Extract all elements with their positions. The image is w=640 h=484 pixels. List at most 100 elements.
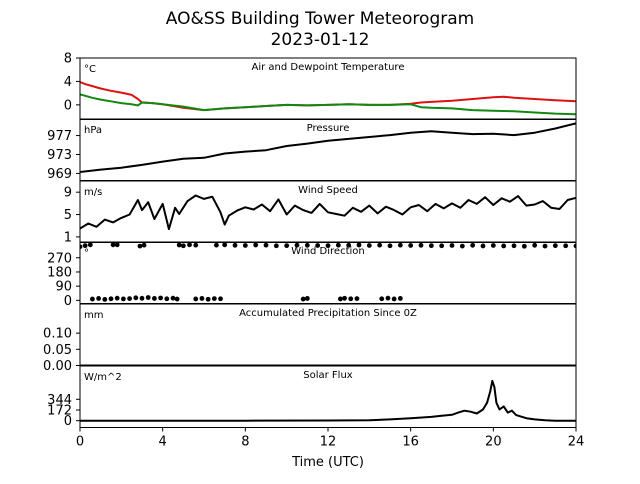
wind_speed-ytick-label: 5 [64,208,72,223]
wind_dir-point [164,296,170,302]
wind_dir-point [174,296,180,302]
wind_dir-unit-label: ° [84,248,89,259]
wind_dir-point [366,243,372,248]
wind_dir-point [152,296,157,301]
wind_dir-point [273,243,279,249]
wind_dir-point [102,297,108,302]
wind_dir-point [199,296,205,301]
wind_dir-point [82,243,88,249]
wind_dir-point [114,242,120,248]
wind_dir-point [263,242,269,248]
wind_dir-ytick-label: 180 [47,265,72,280]
wind_dir-point [354,296,360,302]
wind_dir-point [176,242,182,248]
wind_speed-panel-title: Wind Speed [298,185,358,196]
solar-ytick-label: 0 [64,414,72,429]
wind_dir-point [563,243,569,249]
wind_dir-point [284,243,290,249]
temp-series-line [80,93,576,116]
wind_dir-point [552,243,558,249]
wind_dir-point [127,296,132,302]
wind_dir-ytick-label: 0 [64,294,72,309]
wind_dir-point [90,296,95,302]
x-axis-label: Time (UTC) [291,455,364,470]
wind_dir-point [133,295,139,301]
wind_dir-point [114,295,120,301]
x-axis: 0 4 8 12 16 20 24 [76,427,585,450]
wind_dir-point [490,243,496,248]
wind_dir-point [294,242,300,248]
precip-panel-title: Accumulated Precipitation Since 0Z [239,308,417,319]
chart-title: AO&SS Building Tower Meteorogram [166,9,474,29]
wind_dir-point [211,296,217,302]
wind_dir-point [121,296,126,302]
precip-unit-label: mm [84,310,103,321]
pressure-ytick-label: 969 [47,167,72,182]
chart-subtitle: 2023-01-12 [271,30,370,50]
wind_dir-point [187,242,192,248]
wind_dir-point [170,295,176,301]
wind_dir-point [304,242,310,248]
pressure-series-group [80,122,576,173]
wind_dir-point [205,296,211,302]
wind_dir-point [141,242,147,248]
temp-ytick-label: 4 [64,75,72,90]
wind_dir-point [521,243,527,249]
wind_dir-point [218,296,223,302]
wind_dir-point [145,295,151,300]
solar-series-line [80,379,576,422]
x-tick-label: 16 [402,435,419,450]
wind_dir-point [193,242,199,248]
wind_dir-point [356,242,362,248]
pressure-panel-title: Pressure [307,123,350,134]
wind_speed-ytick-label: 9 [64,186,72,201]
temp-series-group [80,81,576,116]
solar-panel-title: Solar Flux [303,370,353,381]
x-tick-label: 8 [241,435,249,450]
wind_dir-point [348,296,354,302]
wind_dir-point [397,242,403,248]
wind_dir-point [501,243,507,249]
wind_dir-point [387,243,393,249]
panel-precip: 0.000.050.10 mm Accumulated Precipitation … [43,303,577,374]
solar-ytick-label: 344 [47,393,72,408]
pressure-unit-label: hPa [84,125,102,136]
wind_dir-point [232,242,238,248]
wind_dir-point [459,243,465,249]
solar-series-group [80,379,576,422]
precip-ytick-label: 0.10 [43,327,72,342]
temp-panel-title: Air and Dewpoint Temperature [252,62,405,73]
wind_dir-point [304,296,310,301]
wind_dir-point [342,295,347,301]
wind_dir-point [408,243,414,248]
x-tick-label: 20 [485,435,502,450]
panels-layer: 048°C Air and Dewpoint Temperature9699739… [43,52,577,429]
precip-ytick-label: 0.05 [43,343,72,358]
wind_dir-point [379,296,385,302]
wind_dir-point [397,296,403,301]
wind_dir-point [335,242,341,248]
wind_dir-point [542,243,548,249]
x-tick-label: 0 [76,435,84,450]
wind_dir-point [193,296,199,302]
wind_dir-point [573,243,576,249]
wind_dir-point [139,295,145,301]
wind_speed-ytick-label: 1 [64,230,72,245]
wind_dir-point [108,296,114,302]
x-tick-label: 24 [568,435,585,450]
wind_dir-point [315,243,321,248]
wind_dir-point [300,296,306,302]
wind_dir-point [511,243,517,249]
wind_speed-series-line [80,194,576,231]
wind_dir-point [470,242,476,248]
wind_dir-point [325,243,331,249]
wind_dir-point [532,242,538,248]
x-tick-label: 4 [159,435,167,450]
wind_dir-point [439,243,445,249]
x-tick-label: 12 [320,435,337,450]
wind_dir-point [110,242,116,248]
wind_dir-point [80,244,83,250]
wind_dir-point [428,243,434,249]
